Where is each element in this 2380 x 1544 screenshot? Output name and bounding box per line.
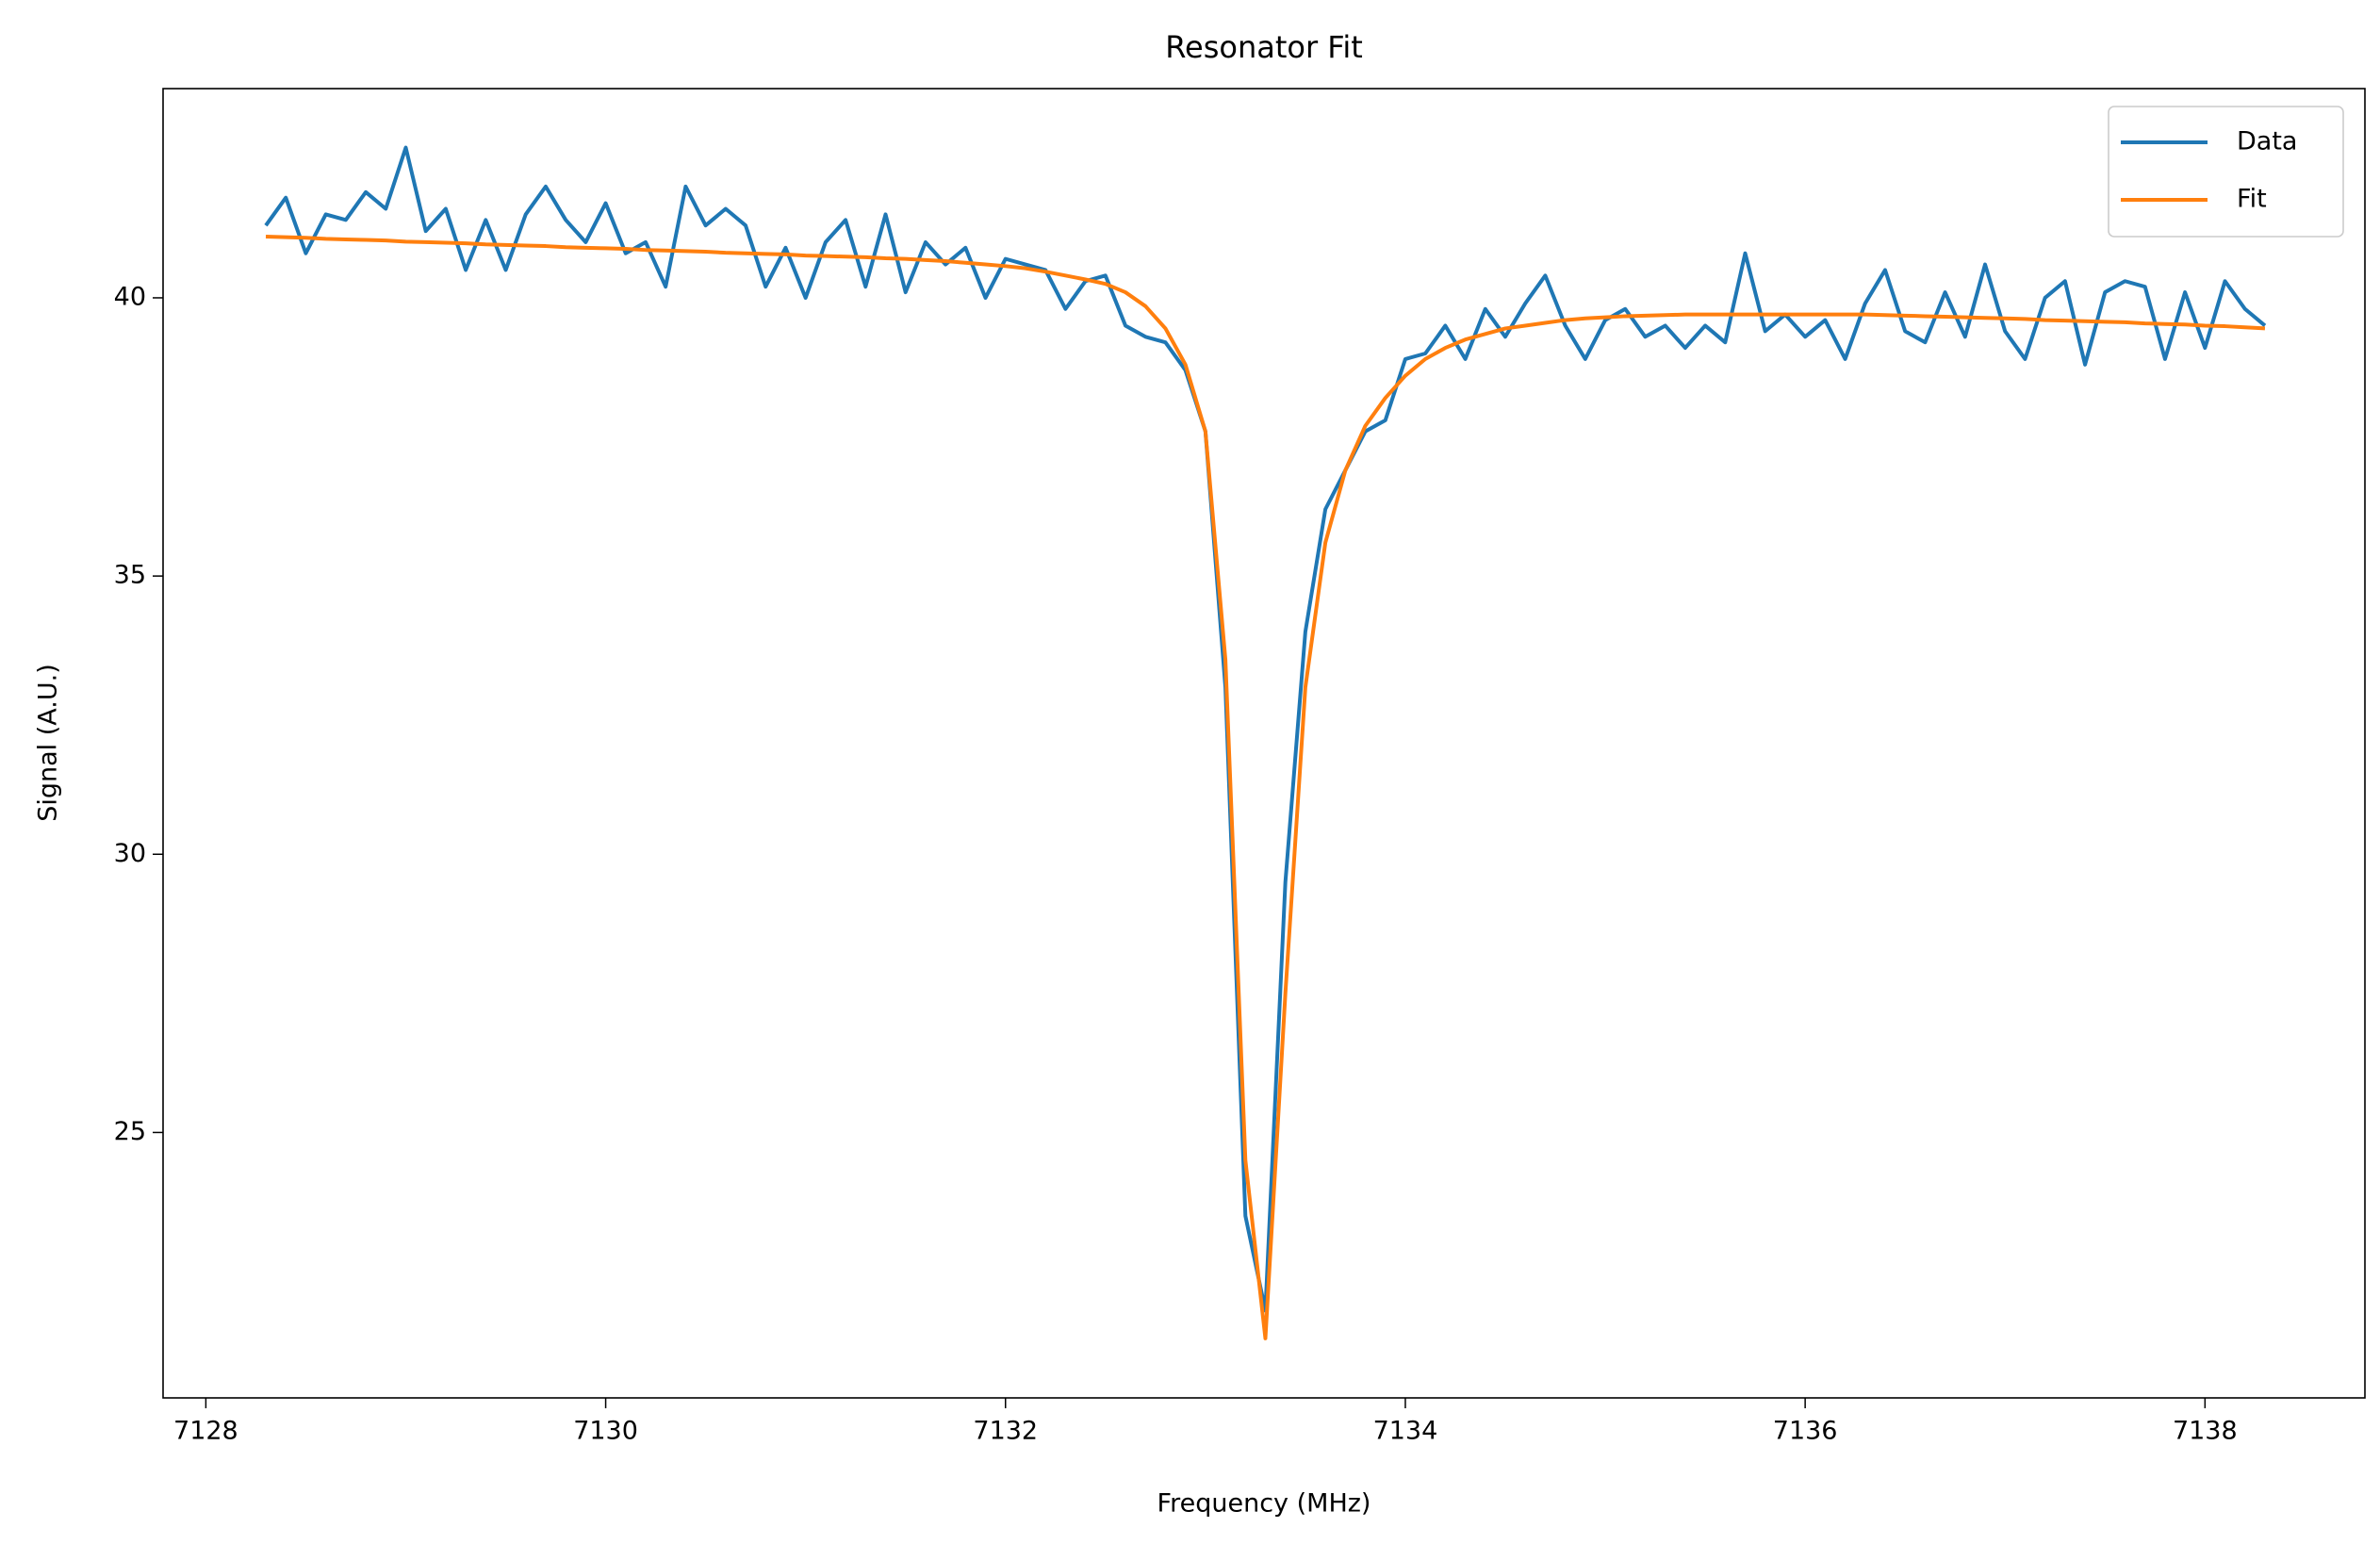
y-tick-label: 25 — [114, 1117, 146, 1146]
plot-frame — [162, 88, 2366, 1399]
data-line — [265, 235, 2266, 1340]
x-tick-label: 7134 — [1373, 1417, 1438, 1446]
x-tick-label: 7132 — [973, 1417, 1038, 1446]
x-tick-label: 7130 — [573, 1417, 638, 1446]
legend-label: Fit — [2237, 185, 2267, 214]
legend-label: Data — [2237, 127, 2297, 156]
legend-box — [2108, 106, 2344, 238]
y-axis-label: Signal (A.U.) — [34, 664, 63, 822]
y-tick-label: 30 — [114, 839, 146, 868]
x-axis-label: Frequency (MHz) — [1157, 1489, 1371, 1519]
chart-title: Resonator Fit — [1165, 29, 1363, 65]
x-tick-label: 7128 — [173, 1417, 238, 1446]
y-tick-label: 40 — [114, 282, 146, 311]
data-line — [264, 145, 2267, 1313]
x-tick-label: 7138 — [2173, 1417, 2238, 1446]
y-tick-label: 35 — [114, 561, 146, 590]
x-tick-label: 7136 — [1773, 1417, 1838, 1446]
